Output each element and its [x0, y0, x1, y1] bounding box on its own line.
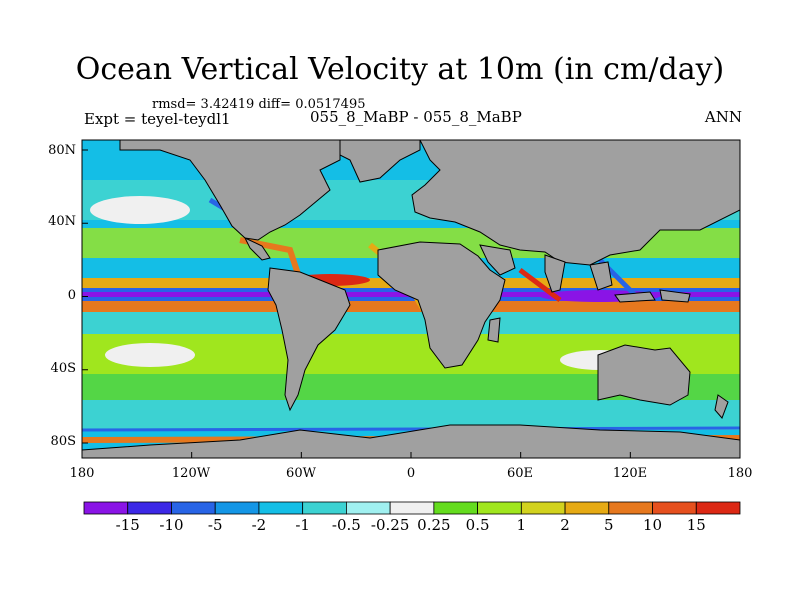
colorbar-label: -15 [115, 516, 140, 534]
south-america [267, 267, 351, 412]
colorbar-swatch [477, 501, 522, 515]
colorbar-label: -1 [295, 516, 310, 534]
colorbar-swatch [127, 501, 172, 515]
colorbar-label: 15 [686, 516, 706, 534]
chart-title: Ocean Vertical Velocity at 10m (in cm/da… [75, 52, 725, 87]
africa [377, 241, 506, 369]
colorbar-swatch [214, 501, 260, 515]
australia [597, 344, 691, 406]
colorbar-swatch [652, 501, 697, 515]
colorbar-label: -10 [159, 516, 184, 534]
north-america [119, 140, 341, 241]
colorbar-label: -0.25 [370, 516, 410, 534]
colorbar-swatch [258, 501, 304, 515]
lon-label-120w: 120W [171, 466, 211, 481]
lat-label-0: 0 [67, 288, 76, 303]
lon-label-60w: 60W [286, 466, 316, 481]
cases-label: 055_8_MaBP - 055_8_MaBP [310, 108, 522, 126]
eurasia [411, 140, 740, 266]
lat-label-80s: 80S [50, 434, 76, 449]
stats-line: rmsd= 3.42419 diff= 0.0517495 [152, 97, 366, 112]
colorbar-swatch [695, 501, 741, 515]
colorbar-label: 5 [604, 516, 614, 534]
colorbar-swatch [608, 501, 653, 515]
lat-label-40s: 40S [50, 361, 76, 376]
lon-label-180e: 180 [727, 466, 753, 481]
colorbar-label: -0.5 [331, 516, 361, 534]
antarctica [82, 424, 740, 458]
colorbar-swatch [83, 501, 129, 515]
colorbar-swatch [345, 501, 391, 515]
lon-label-0: 0 [406, 466, 416, 481]
colorbar-label: 2 [560, 516, 570, 534]
lat-label-80n: 80N [48, 143, 76, 158]
colorbar-label: 1 [516, 516, 527, 534]
colorbar-swatch [433, 501, 479, 515]
experiment-label: Expt = teyel-teydl1 [84, 110, 231, 128]
land-masses [82, 140, 740, 458]
season-label: ANN [704, 108, 742, 126]
colorbar [83, 501, 741, 515]
lon-label-60e: 60E [506, 466, 534, 481]
lon-label-180w: 180 [69, 466, 95, 481]
colorbar-swatch [389, 501, 435, 515]
lon-label-120e: 120E [612, 466, 648, 481]
colorbar-swatch [302, 501, 347, 515]
colorbar-label: -2 [251, 516, 267, 534]
colorbar-label: 10 [642, 516, 663, 534]
lat-label-40n: 40N [48, 214, 76, 229]
colorbar-label: 0.25 [417, 516, 451, 534]
colorbar-swatch [564, 501, 610, 515]
colorbar-swatch [171, 501, 216, 515]
colorbar-label: -5 [207, 516, 223, 534]
colorbar-label: 0.5 [465, 516, 490, 534]
colorbar-swatch [520, 501, 566, 515]
